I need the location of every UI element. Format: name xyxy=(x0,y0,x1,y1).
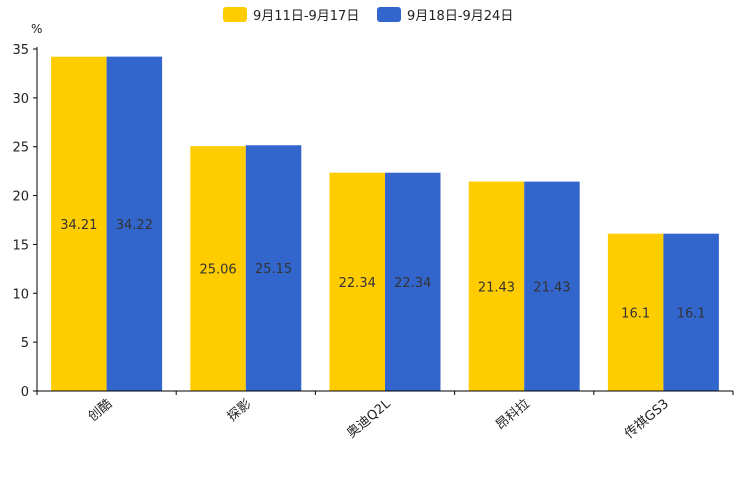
legend: 9月11日-9月17日 9月18日-9月24日 xyxy=(223,7,513,24)
y-axis: 0 5 10 15 20 25 30 35 xyxy=(12,43,38,400)
x-axis: 创酷 探影 奥迪Q2L 昂科拉 传祺GS3 xyxy=(36,390,734,442)
x-tick-label: 创酷 xyxy=(86,397,116,425)
bar xyxy=(106,56,163,392)
bar xyxy=(607,233,664,391)
x-tick-label: 奥迪Q2L xyxy=(344,396,394,441)
x-tick-label: 昂科拉 xyxy=(493,397,533,434)
data-label: 25.06 xyxy=(199,263,236,278)
bar xyxy=(245,145,302,391)
y-unit-label: % xyxy=(31,22,42,36)
data-label: 22.34 xyxy=(339,276,376,291)
bar xyxy=(329,172,385,391)
x-tick-label: 传祺GS3 xyxy=(622,397,672,442)
data-label: 21.43 xyxy=(533,280,570,295)
data-label: 34.22 xyxy=(116,218,153,233)
y-tick-label: 15 xyxy=(12,238,29,253)
y-tick-label: 5 xyxy=(21,336,29,351)
bar xyxy=(468,181,525,391)
data-label: 16.1 xyxy=(621,306,650,321)
bar xyxy=(190,146,246,391)
y-tick-label: 30 xyxy=(12,92,29,107)
y-tick-label: 0 xyxy=(21,385,29,400)
bar xyxy=(663,233,719,391)
y-tick-label: 20 xyxy=(12,190,29,205)
y-tick-label: 10 xyxy=(12,287,29,302)
bar xyxy=(51,56,107,392)
legend-swatch-series-2 xyxy=(377,7,401,22)
y-tick-label: 25 xyxy=(12,141,29,156)
bars: 34.21 34.22 25.06 25.15 22.34 22.34 21.43 21.43… xyxy=(51,56,719,392)
legend-label-series-1: 9月11日-9月17日 xyxy=(253,9,359,24)
data-label: 34.21 xyxy=(60,218,97,233)
legend-swatch-series-1 xyxy=(223,7,247,22)
bar xyxy=(524,181,580,391)
data-label: 25.15 xyxy=(255,262,292,277)
bar xyxy=(385,172,441,391)
x-tick-label: 探影 xyxy=(225,397,255,425)
data-label: 16.1 xyxy=(677,306,706,321)
data-label: 22.34 xyxy=(394,276,431,291)
y-tick-label: 35 xyxy=(12,43,29,58)
legend-label-series-2: 9月18日-9月24日 xyxy=(407,9,513,24)
data-label: 21.43 xyxy=(478,280,515,295)
